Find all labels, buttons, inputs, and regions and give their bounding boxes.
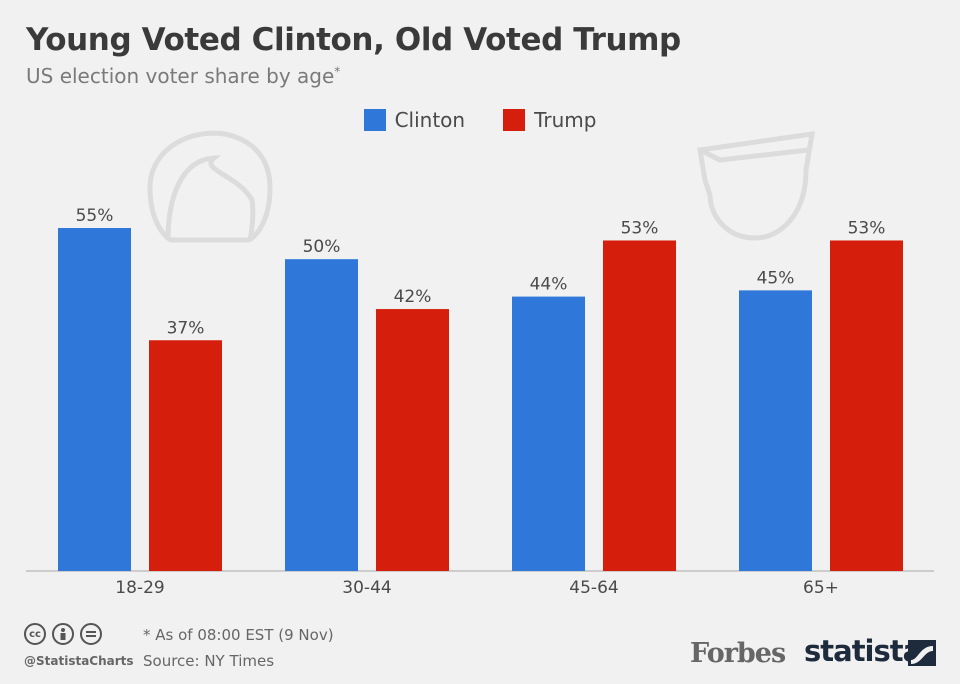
legend-item-clinton: Clinton [363, 108, 466, 132]
bar-clinton-45-64 [512, 296, 585, 571]
data-label-trump-65+: 53% [848, 218, 886, 238]
forbes-logo: Forbes [690, 638, 786, 669]
x-tick-label-45-64: 45-64 [569, 578, 618, 598]
x-tick-label-18-29: 18-29 [115, 578, 164, 598]
bar-trump-45-64 [603, 240, 676, 572]
by-icon [52, 623, 74, 645]
cc-icon: cc [24, 623, 46, 645]
subtitle-text: US election voter share by age [26, 64, 335, 88]
x-tick-label-30-44: 30-44 [342, 578, 391, 598]
statista-mark-icon [908, 640, 936, 666]
data-label-trump-30-44: 42% [394, 287, 432, 307]
bar-chart: 55% 37% 18-29 50% 42% 30-44 44% 53% 45-64 45% 53% 6… [26, 130, 934, 598]
footnote: * As of 08:00 EST (9 Nov) [143, 626, 334, 644]
nd-icon [80, 623, 102, 645]
chart-title: Young Voted Clinton, Old Voted Trump [26, 22, 681, 58]
legend-swatch-trump [503, 109, 526, 131]
statista-logo: statista [804, 634, 922, 668]
legend: Clinton Trump [0, 108, 960, 132]
bar-trump-65+ [830, 240, 903, 572]
legend-item-trump: Trump [503, 108, 596, 132]
legend-label-clinton: Clinton [394, 108, 466, 132]
data-label-trump-18-29: 37% [167, 318, 205, 338]
bar-clinton-30-44 [285, 259, 358, 571]
source-note: Source: NY Times [143, 652, 275, 670]
statista-handle: @StatistaCharts [24, 654, 134, 668]
legend-label-trump: Trump [534, 108, 597, 132]
x-tick-label-65+: 65+ [803, 578, 839, 598]
bar-clinton-65+ [739, 290, 812, 571]
bar-trump-30-44 [376, 309, 449, 571]
chart-subtitle: US election voter share by age* [26, 64, 340, 88]
data-label-trump-45-64: 53% [621, 218, 659, 238]
data-label-clinton-45-64: 44% [530, 275, 568, 295]
subtitle-mark: * [334, 64, 341, 79]
woman-head-icon [147, 130, 273, 243]
data-label-clinton-30-44: 50% [303, 237, 341, 257]
legend-swatch-clinton [363, 109, 386, 131]
data-label-clinton-18-29: 55% [76, 206, 114, 226]
data-label-clinton-65+: 45% [757, 268, 795, 288]
license-icons: cc [24, 623, 102, 645]
man-head-icon [697, 131, 816, 241]
bar-clinton-18-29 [58, 228, 131, 571]
bar-trump-18-29 [149, 340, 222, 571]
